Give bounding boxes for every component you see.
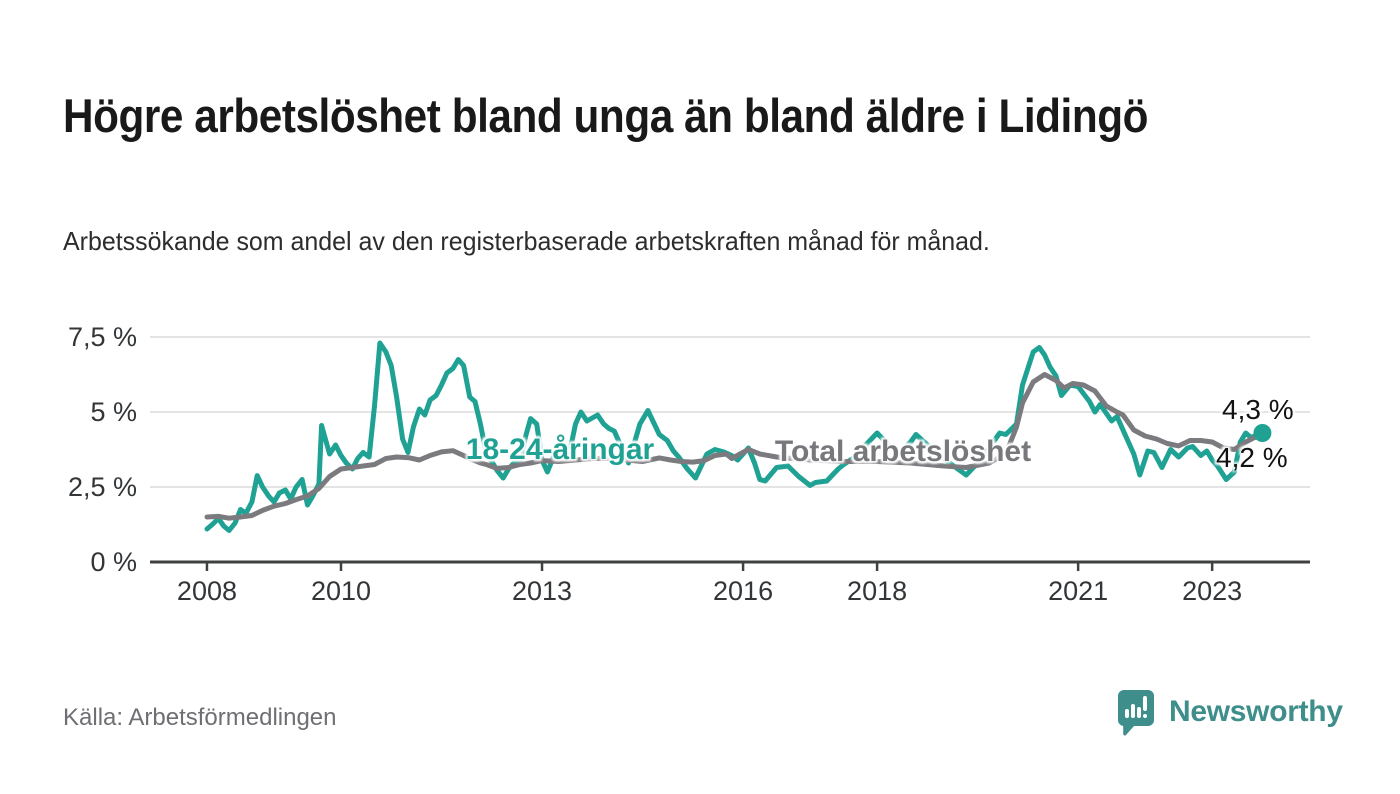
end-value-label-youth: 4,3 % bbox=[1222, 394, 1294, 425]
series-line-youth bbox=[204, 340, 1265, 533]
x-axis-label: 2010 bbox=[311, 576, 371, 606]
x-axis-label: 2008 bbox=[177, 576, 237, 606]
y-axis-label: 2,5 % bbox=[68, 472, 137, 502]
y-axis-label: 0 % bbox=[90, 547, 137, 577]
x-axis-label: 2023 bbox=[1182, 576, 1242, 606]
x-axis-label: 2016 bbox=[713, 576, 773, 606]
series-label-total: Total arbetslöshet bbox=[774, 435, 1032, 468]
end-value-label-total: 4,2 % bbox=[1216, 442, 1288, 473]
newsworthy-logo-icon bbox=[1118, 690, 1154, 736]
x-axis-label: 2021 bbox=[1048, 576, 1108, 606]
series-label-youth: 18-24-åringar bbox=[465, 433, 655, 466]
newsworthy-wordmark: Newsworthy bbox=[1169, 695, 1343, 728]
y-axis-label: 5 % bbox=[90, 397, 137, 427]
newsworthy-logo: Newsworthy bbox=[1116, 688, 1343, 736]
series-line-total bbox=[204, 372, 1267, 521]
x-axis-label: 2013 bbox=[512, 576, 572, 606]
x-axis-label: 2018 bbox=[847, 576, 907, 606]
source-attribution: Källa: Arbetsförmedlingen bbox=[63, 704, 337, 731]
y-axis-label: 7,5 % bbox=[68, 322, 137, 352]
end-point-marker bbox=[1253, 424, 1272, 442]
page-title: Högre arbetslöshet bland unga än bland ä… bbox=[63, 89, 1149, 143]
page-subtitle: Arbetssökande som andel av den registerb… bbox=[63, 226, 990, 256]
